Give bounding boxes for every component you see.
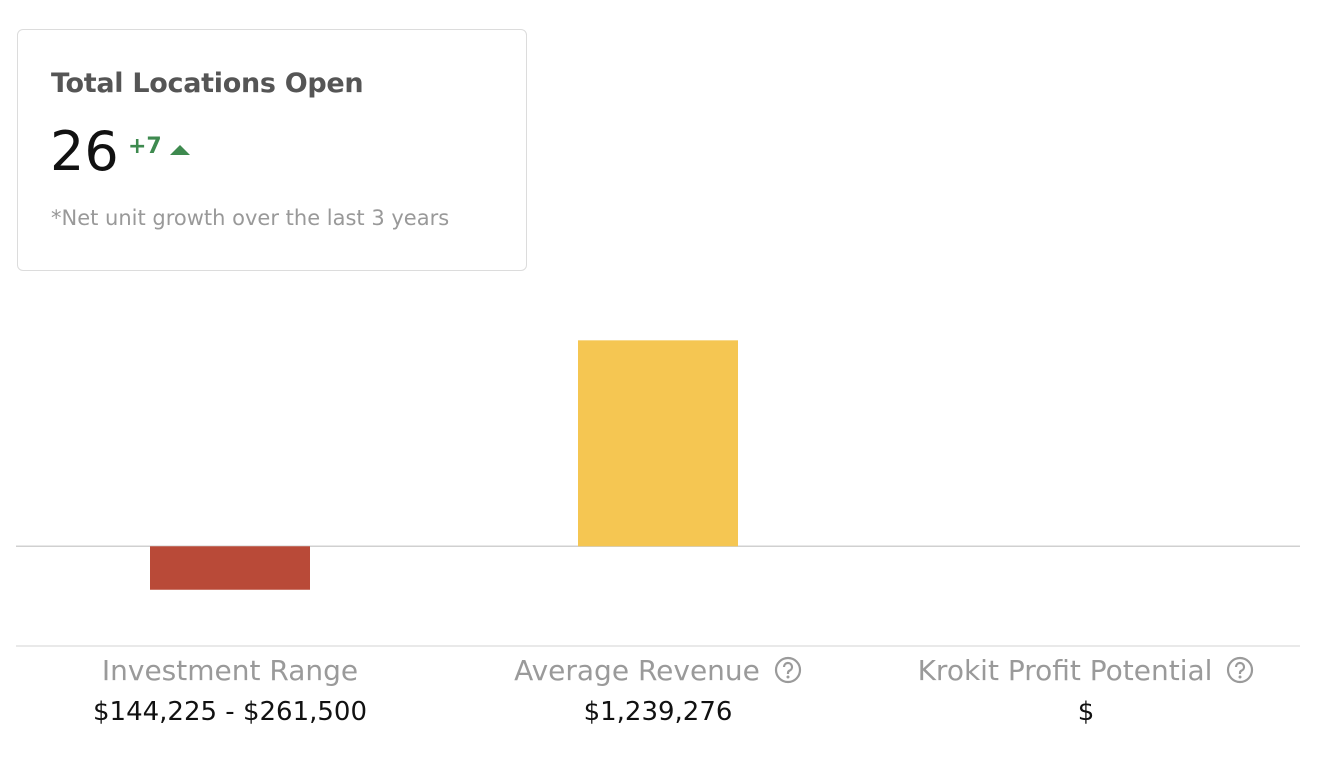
category-label: Investment Range — [101, 653, 359, 687]
labels: Investment Range $144,225 - $261,500 Ave… — [16, 648, 1300, 732]
help-icon[interactable] — [1226, 656, 1254, 684]
value-label: $144,225 - $261,500 — [92, 697, 368, 727]
label-column: Average Revenue $1,239,276 — [444, 648, 872, 732]
value-label: $1,239,276 — [583, 697, 733, 727]
value-label: $ — [1077, 697, 1095, 727]
up-arrow — [170, 145, 190, 155]
bar — [150, 546, 310, 590]
card-value: 26 — [50, 120, 119, 183]
help-icon[interactable] — [774, 656, 802, 684]
label-column: Krokit Profit Potential $ — [872, 648, 1300, 732]
category-label: Krokit Profit Potential — [917, 653, 1213, 687]
card-delta: +7 — [128, 134, 162, 159]
card-title: Total Locations Open — [51, 68, 364, 99]
card-note: *Net unit growth over the last 3 years — [51, 206, 450, 230]
label-column: Investment Range $144,225 - $261,500 — [16, 648, 444, 732]
category-label: Average Revenue — [514, 653, 760, 687]
bar — [578, 340, 738, 547]
summary-card: Total Locations Open 26 +7 *Net unit gro… — [17, 29, 527, 271]
